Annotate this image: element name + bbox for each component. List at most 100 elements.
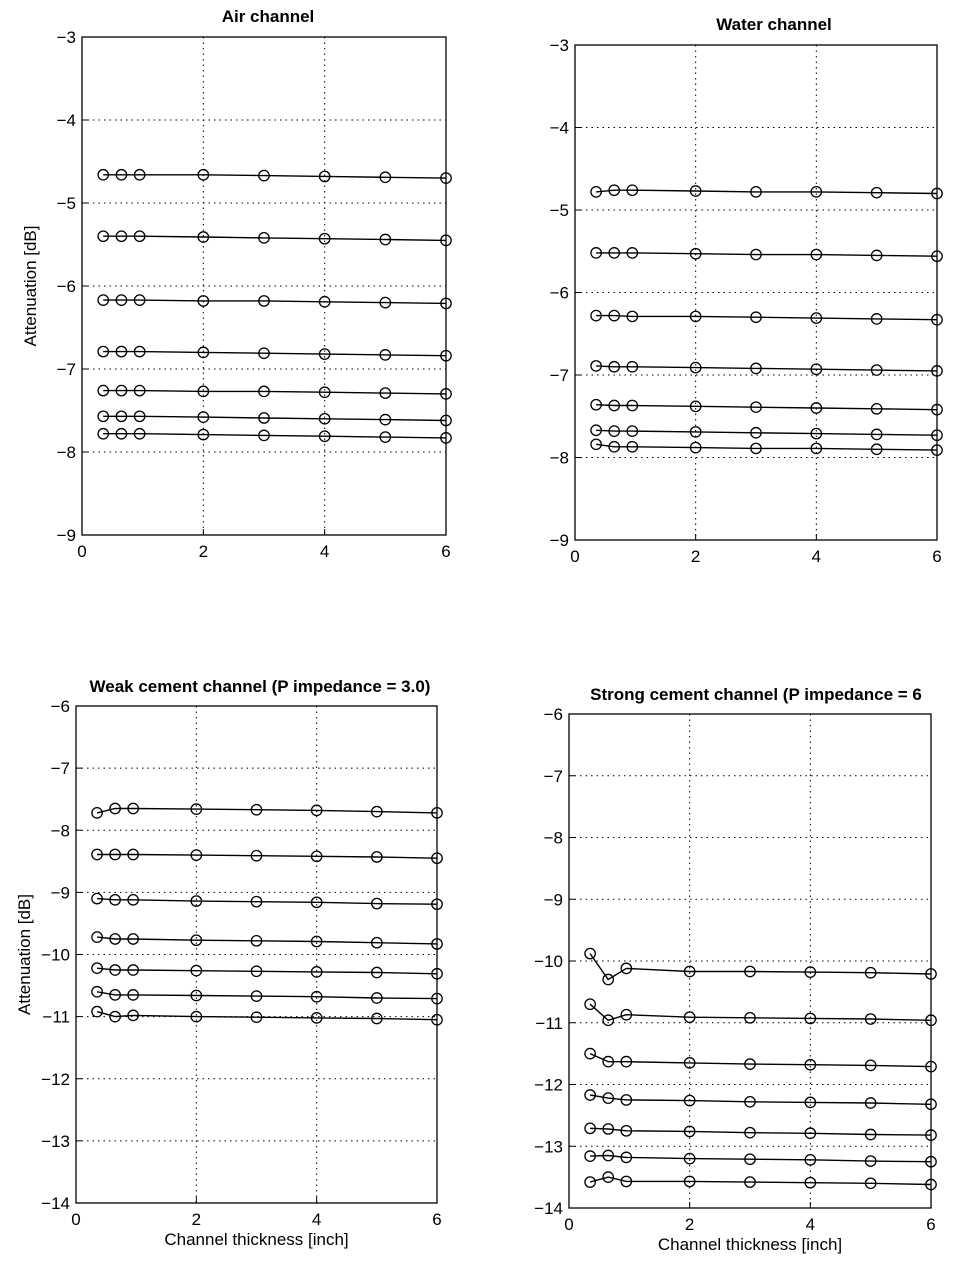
chart-3-ytick-label: −6 [51,697,70,716]
chart-4-ytick-label: −6 [544,705,563,724]
chart-3-series-6-point [250,990,263,1002]
chart-2-ytick-label: −5 [550,201,569,220]
chart-2-series-4-point [931,365,943,377]
chart-3-series-5-point [250,965,263,978]
chart-1-series-5-line [103,389,447,395]
chart-1-xtick-label: 2 [199,542,208,561]
chart-2-series-6-point [810,427,823,440]
chart-4-series-5-point [804,1127,817,1140]
chart-1-series-5-point [133,384,146,397]
chart-2-series-2-line [596,252,938,257]
chart-4-series-5-point [584,1122,596,1135]
chart-4-series-6-point [683,1152,696,1165]
chart-2-series-2-point [750,248,762,261]
chart-4-series-3-point [602,1055,615,1068]
chart-1-ytick-label: −3 [57,28,76,47]
chart-1-title: Air channel [222,7,315,26]
chart-1-series-6-point [115,410,128,423]
chart-4-ytick-label: −13 [534,1137,563,1156]
chart-2-series-3-point [810,312,823,324]
chart-2-series-7-point [750,442,762,455]
chart-4-series-1-point [925,968,937,980]
chart-3-series-7-point [109,1010,121,1023]
chart-4-series-6-line [590,1154,932,1163]
chart-3-series-4-point [310,935,323,948]
chart-3-series-7-line [96,1011,438,1021]
chart-2-xtick-label: 4 [812,547,821,566]
chart-2-series-2-point [689,247,702,260]
chart-1-series-1-point [115,168,128,181]
chart-4-ytick-label: −11 [535,1014,563,1033]
chart-3-series-5-point [370,966,383,979]
chart-4-series-4-point [804,1096,817,1109]
chart-3-series-1-point [109,802,121,815]
chart-3-frame [75,705,438,1204]
chart-4-series-3-point [683,1057,696,1069]
chart-4-series-4-point [864,1097,877,1109]
chart-2-series-3-point [870,313,883,325]
chart-2-series-7-point [590,438,602,451]
chart-2-series-1-line [596,189,938,195]
chart-4-series-2-point [744,1011,756,1024]
chart-2-series-3-point [608,309,621,322]
chart-3-series-3-point [127,893,140,906]
chart-1-series-3-point [440,297,452,310]
chart-1-series-1-point [97,168,110,181]
chart-1-series-3-point [133,294,146,306]
chart-1-series-1-point [440,172,452,184]
chart-4-series-2-line [589,1003,932,1022]
chart-3-xtick-label: 0 [71,1210,80,1229]
chart-2-series-2-point [810,248,823,261]
chart-4-series-5-point [744,1126,756,1139]
chart-2-series-5-point [689,400,702,413]
chart-3-series-7-point [370,1012,383,1025]
chart-4-ytick-label: −9 [544,890,563,909]
chart-1-ytick-label: −6 [57,277,76,296]
chart-4-xtick-label: 6 [926,1215,935,1234]
chart-2-xtick-label: 0 [570,547,579,566]
chart-4-series-7-point [584,1176,596,1188]
chart-1-series-7-point [258,429,270,442]
chart-2-series-7-point [608,440,621,453]
chart-4-series-4-point [744,1095,756,1108]
chart-1-series-3-point [258,295,270,307]
chart-3-xtick-label: 2 [192,1210,201,1229]
chart-3-series-4-point [109,933,121,945]
chart-2-series-2-point [931,250,943,263]
chart-2-series-1-point [810,186,823,198]
chart-3-series-4-point [250,934,263,947]
chart-3-series-4-point [370,936,383,949]
chart-1-series-6-point [440,414,452,427]
chart-3-ytick-label: −14 [41,1194,70,1213]
chart-3-series-2-point [127,848,140,861]
chart-3-series-7-point [310,1012,323,1024]
chart-2-series-1-point [626,184,639,197]
chart-2-series-3-point [590,309,602,322]
chart-3-series-2-point [370,851,383,863]
chart-4-series-5-point [864,1128,877,1141]
chart-1-series-1-line [103,174,447,179]
chart-4-series-3-point [804,1058,817,1071]
chart-1-ylabel: Attenuation [dB] [21,226,40,347]
chart-3-series-6-point [109,989,121,1001]
chart-3-series-5-point [431,967,443,980]
chart-1-ytick-label: −9 [57,526,76,545]
chart-1-ytick-label: −5 [57,194,76,213]
chart-1-series-7-point [440,432,452,444]
chart-3-series-7-point [431,1013,443,1026]
chart-1-series-5-point [379,387,392,399]
chart-2-series-5-point [590,398,602,411]
chart-2-series-6-point [590,424,602,437]
chart-3-series-7-point [127,1009,140,1022]
chart-3-ytick-label: −8 [51,821,70,840]
chart-1-series-4-point [258,347,270,360]
chart-2-series-4-line [596,365,938,372]
chart-4-series-3-point [584,1047,596,1060]
chart-4-series-7-line [589,1176,932,1186]
chart-4-series-2-point [683,1011,696,1024]
chart-3-series-2-point [310,850,323,863]
chart-4-series-2-point [584,998,596,1011]
chart-1-series-1-point [379,171,392,184]
chart-2-series-4-point [870,364,883,376]
chart-1-series-4-point [115,345,128,358]
